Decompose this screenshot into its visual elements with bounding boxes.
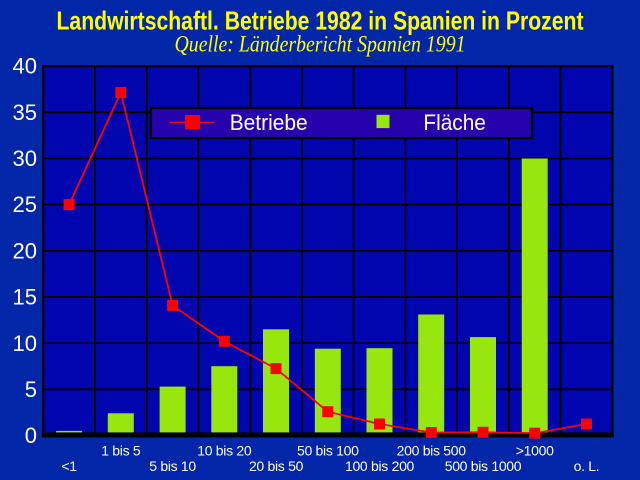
svg-text:10: 10 [13, 331, 37, 356]
svg-text:Fläche: Fläche [423, 110, 486, 135]
svg-text:20: 20 [13, 238, 37, 263]
svg-text:5: 5 [25, 377, 37, 402]
svg-text:25: 25 [13, 192, 37, 217]
svg-text:40: 40 [13, 54, 37, 79]
svg-text:5 bis 10: 5 bis 10 [149, 458, 196, 474]
svg-text:>1000: >1000 [516, 443, 554, 459]
svg-text:Landwirtschaftl. Betriebe 1982: Landwirtschaftl. Betriebe 1982 in Spanie… [57, 6, 584, 36]
svg-text:Quelle: Länderbericht Spanien: Quelle: Länderbericht Spanien 1991 [175, 32, 466, 58]
svg-text:500 bis 1000: 500 bis 1000 [445, 458, 522, 474]
svg-text:<1: <1 [61, 458, 77, 474]
svg-text:0: 0 [25, 423, 37, 448]
svg-text:1 bis 5: 1 bis 5 [101, 443, 141, 459]
svg-text:Betriebe: Betriebe [230, 110, 308, 135]
svg-text:30: 30 [13, 146, 37, 171]
svg-text:10 bis 20: 10 bis 20 [197, 443, 252, 459]
svg-text:15: 15 [13, 285, 37, 310]
svg-text:20 bis 50: 20 bis 50 [249, 458, 304, 474]
svg-text:o. L.: o. L. [574, 458, 600, 474]
svg-text:35: 35 [13, 100, 37, 125]
svg-text:100 bis 200: 100 bis 200 [345, 458, 415, 474]
svg-text:200 bis 500: 200 bis 500 [397, 443, 467, 459]
svg-text:50 bis 100: 50 bis 100 [297, 443, 359, 459]
